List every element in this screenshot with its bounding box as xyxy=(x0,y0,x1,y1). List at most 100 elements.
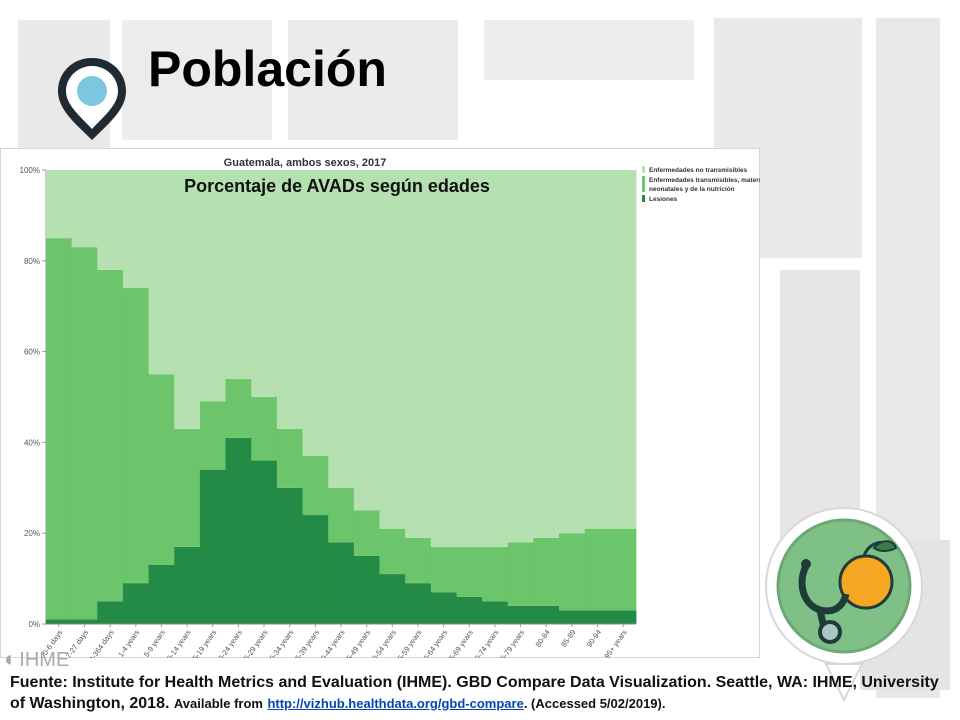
x-tick-label: 80-84 xyxy=(533,628,551,649)
bar-ncd xyxy=(559,170,586,534)
bar-communicable xyxy=(507,542,534,606)
x-tick-label: 1-4 years xyxy=(116,628,141,658)
bar-ncd xyxy=(353,170,380,511)
bar-communicable xyxy=(199,401,226,470)
source-link[interactable]: http://vizhub.healthdata.org/gbd-compare xyxy=(267,696,524,711)
x-tick-label: 35-39 years xyxy=(291,628,321,658)
bar-communicable xyxy=(97,269,124,602)
bar-communicable xyxy=(251,397,278,461)
bar-ncd xyxy=(328,170,355,488)
bar-injuries xyxy=(482,601,509,624)
x-tick-label: 85-89 xyxy=(559,628,577,649)
bar-injuries xyxy=(276,487,303,624)
bar-ncd xyxy=(276,170,303,429)
x-tick-label: 20-24 years xyxy=(214,628,244,658)
bar-ncd xyxy=(251,170,278,397)
bar-injuries xyxy=(174,546,201,624)
x-tick-label: 10-14 years xyxy=(163,628,193,658)
bar-injuries xyxy=(584,610,611,624)
bar-communicable xyxy=(148,374,175,565)
x-tick-label: 50-54 years xyxy=(368,628,398,658)
bar-ncd xyxy=(148,170,175,375)
x-tick-label: 90-94 xyxy=(585,628,603,649)
bar-ncd xyxy=(379,170,406,529)
bar-ncd xyxy=(610,170,637,529)
legend-swatch xyxy=(642,166,645,173)
legend-swatch xyxy=(642,195,645,202)
bar-ncd xyxy=(97,170,124,270)
ihme-watermark-text: IHME xyxy=(19,649,70,671)
bar-communicable xyxy=(379,528,406,575)
x-tick-label: 75-79 years xyxy=(496,628,526,658)
bar-injuries xyxy=(251,460,278,624)
bar-ncd xyxy=(507,170,534,543)
x-tick-label: 55-59 years xyxy=(394,628,424,658)
x-tick-label: 40-44 years xyxy=(317,628,347,658)
bar-injuries xyxy=(97,601,124,624)
bar-communicable xyxy=(174,428,201,547)
bar-communicable xyxy=(328,487,355,543)
y-tick-label: 40% xyxy=(24,438,40,447)
bar-communicable xyxy=(610,528,637,611)
ihme-logo-icon: ◐ IHME xyxy=(4,646,69,672)
bar-injuries xyxy=(507,605,534,624)
bar-ncd xyxy=(482,170,509,547)
bar-communicable xyxy=(533,537,560,606)
y-tick-label: 0% xyxy=(28,620,40,629)
stethoscope-fruit-icon xyxy=(765,507,923,703)
bar-communicable xyxy=(276,428,303,488)
source-accessed: . (Accessed 5/02/2019). xyxy=(523,696,666,711)
y-axis: 0% 20% 40% 60% 80% 100% xyxy=(20,166,47,629)
source-available: Available from xyxy=(173,696,263,711)
legend-swatch xyxy=(642,176,645,192)
bar-ncd xyxy=(199,170,226,402)
bar-ncd xyxy=(584,170,611,529)
bar-ncd xyxy=(533,170,560,538)
bar-ncd xyxy=(71,170,98,248)
bar-injuries xyxy=(302,515,329,624)
bar-injuries xyxy=(610,610,637,624)
bar-injuries xyxy=(71,619,98,624)
map-pin-icon xyxy=(58,58,126,140)
y-tick-label: 20% xyxy=(24,529,40,538)
bar-injuries xyxy=(353,555,380,624)
legend-label: neonatales y de la nutrición xyxy=(649,186,735,193)
stacked-bar-chart: Guatemala, ambos sexos, 2017 0% 20% 40% 60%… xyxy=(20,157,760,658)
bar-injuries xyxy=(148,564,175,624)
bar-injuries xyxy=(533,605,560,624)
bar-ncd xyxy=(225,170,252,379)
bar-injuries xyxy=(456,596,483,624)
bar-ncd xyxy=(302,170,329,457)
source-citation: Fuente: Institute for Health Metrics and… xyxy=(10,672,950,714)
legend: Enfermedades no transmisibles Enfermedade… xyxy=(642,166,760,203)
ihme-logo-symbol: ◐ xyxy=(4,646,18,671)
legend-label: Enfermedades transmisibles, materna, xyxy=(649,177,760,184)
chart-title: Guatemala, ambos sexos, 2017 xyxy=(224,157,387,169)
bar-injuries xyxy=(405,583,432,624)
bar-communicable xyxy=(71,247,98,620)
x-tick-label: 45-49 years xyxy=(342,628,372,658)
source-text: Fuente: Institute for Health Metrics and… xyxy=(10,674,939,712)
x-tick-label: 60-64 years xyxy=(419,628,449,658)
x-tick-label: 28-364 days xyxy=(85,628,116,658)
bar-communicable xyxy=(46,238,73,620)
y-tick-label: 80% xyxy=(24,257,40,266)
y-tick-label: 100% xyxy=(20,166,40,175)
bar-ncd xyxy=(456,170,483,547)
bar-ncd xyxy=(405,170,432,538)
bar-communicable xyxy=(225,378,252,438)
bar-injuries xyxy=(199,469,226,624)
x-tick-label: 65-69 years xyxy=(445,628,475,658)
x-tick-label: 5-9 years xyxy=(142,628,167,658)
bar-ncd xyxy=(430,170,457,547)
bar-injuries xyxy=(122,583,150,624)
bar-communicable xyxy=(482,546,509,602)
bar-injuries xyxy=(379,574,406,624)
bar-communicable xyxy=(456,546,483,597)
legend-label: Lesiones xyxy=(649,196,678,203)
bar-ncd xyxy=(122,170,150,289)
bar-area xyxy=(46,170,637,625)
bar-communicable xyxy=(302,456,329,516)
legend-label: Enfermedades no transmisibles xyxy=(649,167,748,174)
